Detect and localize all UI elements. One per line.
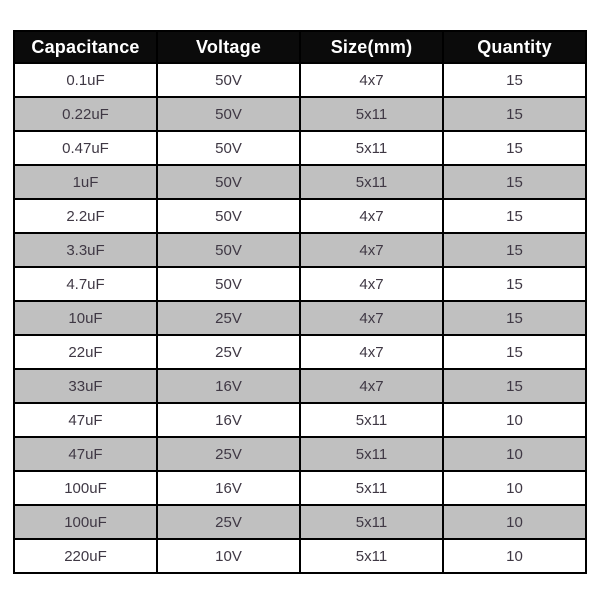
column-header-capacitance: Capacitance — [13, 30, 158, 64]
table-cell: 4x7 — [299, 266, 444, 302]
table-cell: 5x11 — [299, 436, 444, 472]
table-row: 0.1uF 50V 4x7 15 — [13, 62, 587, 98]
table-cell: 16V — [156, 402, 301, 438]
table-row: 33uF 16V 4x7 15 — [13, 368, 587, 404]
table-cell: 4x7 — [299, 334, 444, 370]
table-cell: 2.2uF — [13, 198, 158, 234]
table-cell: 22uF — [13, 334, 158, 370]
table-cell: 4x7 — [299, 300, 444, 336]
table-row: 3.3uF 50V 4x7 15 — [13, 232, 587, 268]
table-row: 100uF 16V 5x11 10 — [13, 470, 587, 506]
table-cell: 1uF — [13, 164, 158, 200]
table-cell: 10uF — [13, 300, 158, 336]
table-cell: 100uF — [13, 504, 158, 540]
table-cell: 25V — [156, 504, 301, 540]
capacitor-table-container: Capacitance Voltage Size(mm) Quantity 0.… — [13, 30, 587, 574]
table-cell: 25V — [156, 334, 301, 370]
table-cell: 5x11 — [299, 164, 444, 200]
capacitor-table: Capacitance Voltage Size(mm) Quantity 0.… — [13, 30, 587, 574]
table-cell: 10 — [442, 470, 587, 506]
table-cell: 15 — [442, 334, 587, 370]
table-cell: 15 — [442, 164, 587, 200]
table-cell: 50V — [156, 266, 301, 302]
table-row: 2.2uF 50V 4x7 15 — [13, 198, 587, 234]
table-cell: 15 — [442, 266, 587, 302]
table-row: 47uF 25V 5x11 10 — [13, 436, 587, 472]
table-cell: 16V — [156, 368, 301, 404]
table-cell: 220uF — [13, 538, 158, 574]
table-cell: 15 — [442, 62, 587, 98]
table-cell: 4x7 — [299, 368, 444, 404]
table-cell: 50V — [156, 62, 301, 98]
table-cell: 15 — [442, 300, 587, 336]
table-cell: 5x11 — [299, 470, 444, 506]
table-cell: 5x11 — [299, 402, 444, 438]
table-cell: 4.7uF — [13, 266, 158, 302]
table-cell: 4x7 — [299, 62, 444, 98]
table-cell: 50V — [156, 232, 301, 268]
table-cell: 10V — [156, 538, 301, 574]
table-header-row: Capacitance Voltage Size(mm) Quantity — [13, 30, 587, 64]
table-cell: 47uF — [13, 402, 158, 438]
table-cell: 15 — [442, 96, 587, 132]
table-cell: 5x11 — [299, 96, 444, 132]
table-row: 0.47uF 50V 5x11 15 — [13, 130, 587, 166]
table-cell: 0.22uF — [13, 96, 158, 132]
table-cell: 4x7 — [299, 198, 444, 234]
table-row: 10uF 25V 4x7 15 — [13, 300, 587, 336]
table-cell: 100uF — [13, 470, 158, 506]
table-cell: 5x11 — [299, 504, 444, 540]
table-cell: 10 — [442, 436, 587, 472]
table-row: 47uF 16V 5x11 10 — [13, 402, 587, 438]
table-cell: 50V — [156, 198, 301, 234]
table-cell: 47uF — [13, 436, 158, 472]
table-cell: 15 — [442, 232, 587, 268]
column-header-quantity: Quantity — [442, 30, 587, 64]
column-header-size: Size(mm) — [299, 30, 444, 64]
table-cell: 10 — [442, 402, 587, 438]
table-cell: 10 — [442, 504, 587, 540]
table-cell: 15 — [442, 130, 587, 166]
table-row: 4.7uF 50V 4x7 15 — [13, 266, 587, 302]
table-cell: 3.3uF — [13, 232, 158, 268]
table-row: 0.22uF 50V 5x11 15 — [13, 96, 587, 132]
table-cell: 50V — [156, 130, 301, 166]
table-cell: 15 — [442, 198, 587, 234]
table-cell: 50V — [156, 96, 301, 132]
table-cell: 33uF — [13, 368, 158, 404]
table-row: 1uF 50V 5x11 15 — [13, 164, 587, 200]
table-row: 220uF 10V 5x11 10 — [13, 538, 587, 574]
table-row: 100uF 25V 5x11 10 — [13, 504, 587, 540]
table-cell: 0.47uF — [13, 130, 158, 166]
table-cell: 10 — [442, 538, 587, 574]
table-cell: 50V — [156, 164, 301, 200]
column-header-voltage: Voltage — [156, 30, 301, 64]
table-cell: 16V — [156, 470, 301, 506]
table-cell: 0.1uF — [13, 62, 158, 98]
table-cell: 5x11 — [299, 130, 444, 166]
table-cell: 25V — [156, 436, 301, 472]
table-cell: 25V — [156, 300, 301, 336]
table-cell: 15 — [442, 368, 587, 404]
table-body: 0.1uF 50V 4x7 15 0.22uF 50V 5x11 15 0.47uF 50V 5x1… — [13, 62, 587, 574]
table-cell: 5x11 — [299, 538, 444, 574]
table-cell: 4x7 — [299, 232, 444, 268]
table-row: 22uF 25V 4x7 15 — [13, 334, 587, 370]
